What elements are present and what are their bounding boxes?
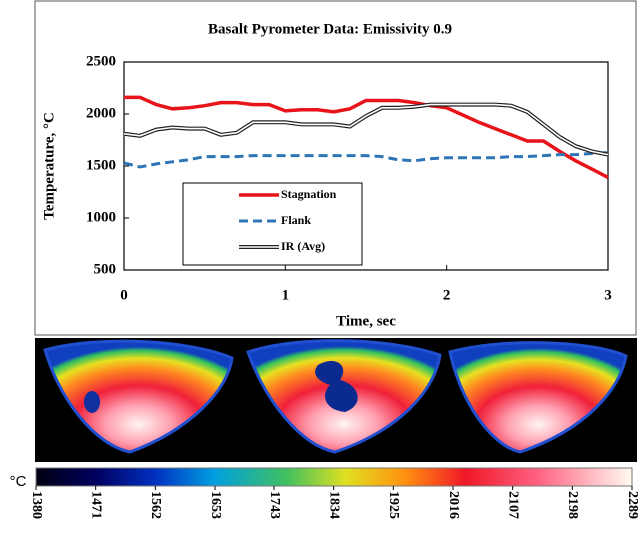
chart-border bbox=[34, 0, 637, 336]
legend-label: IR (Avg) bbox=[281, 239, 325, 253]
y-tick-label: 2000 bbox=[86, 105, 116, 121]
colorbar-scale bbox=[35, 467, 633, 487]
colorbar-tick-label: 1562 bbox=[148, 491, 163, 519]
colorbar-tick-label: 2016 bbox=[446, 491, 461, 519]
colorbar-tick-label: 1925 bbox=[386, 491, 401, 519]
colorbar-tick-label: 2107 bbox=[505, 491, 520, 519]
thermal-image bbox=[43, 339, 234, 454]
image-label: A bbox=[53, 419, 72, 450]
line-series-inner bbox=[123, 103, 609, 156]
image-label: C bbox=[456, 419, 476, 450]
y-tick-label: 2500 bbox=[86, 53, 116, 69]
y-axis-label: Temperature, °C bbox=[41, 112, 57, 220]
x-tick-label: 0 bbox=[120, 287, 128, 303]
thermal-images bbox=[43, 339, 628, 454]
colorbar-tick-label: 2289 bbox=[625, 491, 639, 519]
thermal-image bbox=[448, 341, 628, 454]
chart-title: Basalt Pyrometer Data: Emissivity 0.9 bbox=[208, 21, 452, 37]
x-axis-label: Time, sec bbox=[336, 313, 396, 329]
x-tick-label: 1 bbox=[282, 287, 290, 303]
colorbar-tick-label: 1653 bbox=[208, 491, 223, 519]
y-tick-label: 500 bbox=[94, 261, 117, 277]
x-tick-label: 3 bbox=[604, 287, 612, 303]
legend-label: Stagnation bbox=[281, 187, 337, 201]
y-tick-label: 1500 bbox=[86, 157, 116, 173]
colorbar-tick-label: 1834 bbox=[326, 491, 341, 519]
line-series bbox=[124, 95, 609, 179]
colorbar-tick-label: 2198 bbox=[565, 491, 580, 519]
line-series bbox=[123, 151, 609, 169]
cool-spot bbox=[315, 360, 358, 412]
line-chart: Basalt Pyrometer Data: Emissivity 0.9 500… bbox=[41, 21, 611, 329]
colorbar-tick-label: 1471 bbox=[88, 491, 103, 519]
x-tick-label: 2 bbox=[443, 287, 451, 303]
colorbar-tick-label: 1743 bbox=[267, 491, 282, 519]
image-labels: A B C bbox=[53, 419, 476, 450]
cool-spot bbox=[84, 391, 100, 413]
legend-label: Flank bbox=[281, 213, 311, 227]
colorbar-tick-label: 1380 bbox=[29, 491, 44, 519]
colorbar-unit: °C bbox=[10, 473, 27, 490]
y-tick-label: 1000 bbox=[86, 209, 116, 225]
image-label: B bbox=[259, 419, 278, 450]
